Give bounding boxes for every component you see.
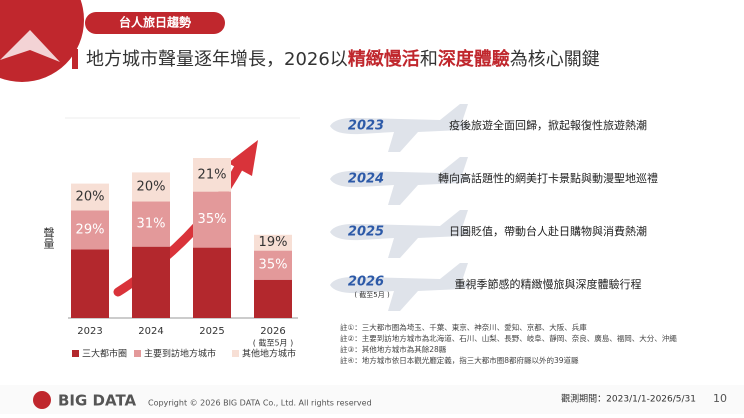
legend-swatch [232, 350, 239, 357]
copyright: Copyright © 2026 BIG DATA Co., Ltd. All … [148, 399, 372, 408]
bar-segment [71, 210, 109, 250]
value-label: 21% [198, 167, 227, 182]
timeline-item: 2026( 截至5月 ) 重視季節感的精緻慢旅與深度體驗行程 [330, 263, 642, 311]
timeline-year: 2026 [348, 275, 384, 290]
timeline-item: 2025 日圓貶值，帶動台人赴日購物與消費熱潮 [330, 210, 647, 258]
bar-segment [193, 158, 231, 192]
value-label: 35% [259, 258, 288, 273]
legend-label: 其他地方城市 [242, 348, 296, 360]
legend-swatch [72, 350, 79, 357]
bar-segment [254, 279, 292, 318]
page-number: 10 [713, 392, 727, 405]
timeline-item: 2024 轉向高話題性的網美打卡景點與動漫聖地巡禮 [330, 157, 658, 205]
badge [85, 12, 225, 34]
timeline-text: 重視季節感的精緻慢旅與深度體驗行程 [455, 277, 642, 291]
bar-segment [132, 246, 170, 318]
x-tick-label: 2023 [77, 326, 102, 337]
logo: BIG DATA [58, 392, 137, 410]
sun-decoration [0, 0, 84, 82]
bar-segment [193, 191, 231, 248]
title-marker [72, 49, 78, 69]
title: 地方城市聲量逐年增長，2026以精緻慢活和深度體驗為核心關鍵 [86, 48, 600, 70]
value-label: 20% [137, 179, 166, 194]
bar-segment [254, 250, 292, 280]
period: 觀測期間：2023/1/1-2026/5/31 [561, 393, 696, 405]
plane [330, 263, 471, 311]
timeline-year: 2025 [348, 225, 384, 240]
title-part: 為核心關鍵 [510, 49, 600, 70]
badge-text: 台人旅日趨勢 [119, 15, 191, 30]
legend-label: 三大都市圈 [82, 348, 127, 360]
timeline-year: 2023 [348, 119, 384, 134]
title-highlight: 深度體驗 [438, 48, 510, 70]
note: 註③：其他地方城市為其餘28縣 [340, 344, 447, 354]
legend-label: 主要到訪地方城市 [144, 348, 216, 360]
timeline-year: 2024 [348, 172, 384, 187]
timeline: 2023 疫後旅遊全面回歸，掀起報復性旅遊熱潮 2024 轉向高話題性的網美打卡景點與… [330, 104, 658, 311]
value-label: 19% [259, 235, 288, 250]
title-part: 地方城市聲量逐年增長，2026以 [86, 49, 348, 70]
x-tick-note: ( 截至5月 ) [253, 338, 293, 348]
x-tick-label: 2024 [138, 326, 163, 337]
x-tick-label: 2025 [199, 326, 224, 337]
timeline-text: 疫後旅遊全面回歸，掀起報復性旅遊熱潮 [449, 118, 647, 132]
plane [330, 157, 471, 205]
logo-mark [33, 391, 51, 409]
bar-segment [71, 249, 109, 318]
value-label: 29% [76, 222, 105, 237]
timeline-text: 轉向高話題性的網美打卡景點與動漫聖地巡禮 [438, 171, 658, 185]
plane-decoration [0, 30, 60, 62]
bar-segment [132, 172, 170, 202]
legend-swatch [134, 350, 141, 357]
y-axis-label: 聲量 [42, 226, 55, 249]
value-label: 31% [137, 217, 166, 232]
footer-bar [0, 385, 744, 414]
title-highlight: 精緻慢活 [348, 48, 420, 70]
x-tick-label: 2026 [260, 326, 285, 337]
notes: 註①：三大都市圈為埼玉、千葉、東京、神奈川、愛知、京都、大阪、兵庫註②：主要到訪… [340, 322, 677, 365]
trend-arrowhead [228, 140, 258, 176]
value-label: 35% [198, 212, 227, 227]
value-label: 20% [76, 190, 105, 205]
bar-segment [254, 234, 292, 251]
bar-segment [193, 247, 231, 318]
timeline-text: 日圓貶值，帶動台人赴日購物與消費熱潮 [449, 224, 647, 238]
note: 註④：地方城市依日本觀光廳定義，指三大都市圈8都府縣以外的39道縣 [340, 355, 579, 365]
plane [330, 210, 471, 258]
title-part: 和 [420, 49, 438, 70]
note: 註①：三大都市圈為埼玉、千葉、東京、神奈川、愛知、京都、大阪、兵庫 [340, 322, 587, 332]
note: 註②：主要到訪地方城市為北海道、石川、山梨、長野、岐阜、靜岡、奈良、廣島、福岡、… [340, 333, 677, 343]
bar-segment [71, 183, 109, 211]
timeline-item: 2023 疫後旅遊全面回歸，掀起報復性旅遊熱潮 [330, 104, 647, 152]
plane [330, 104, 471, 152]
timeline-note: ( 截至5月 ) [354, 290, 390, 299]
bar-segment [132, 201, 170, 247]
